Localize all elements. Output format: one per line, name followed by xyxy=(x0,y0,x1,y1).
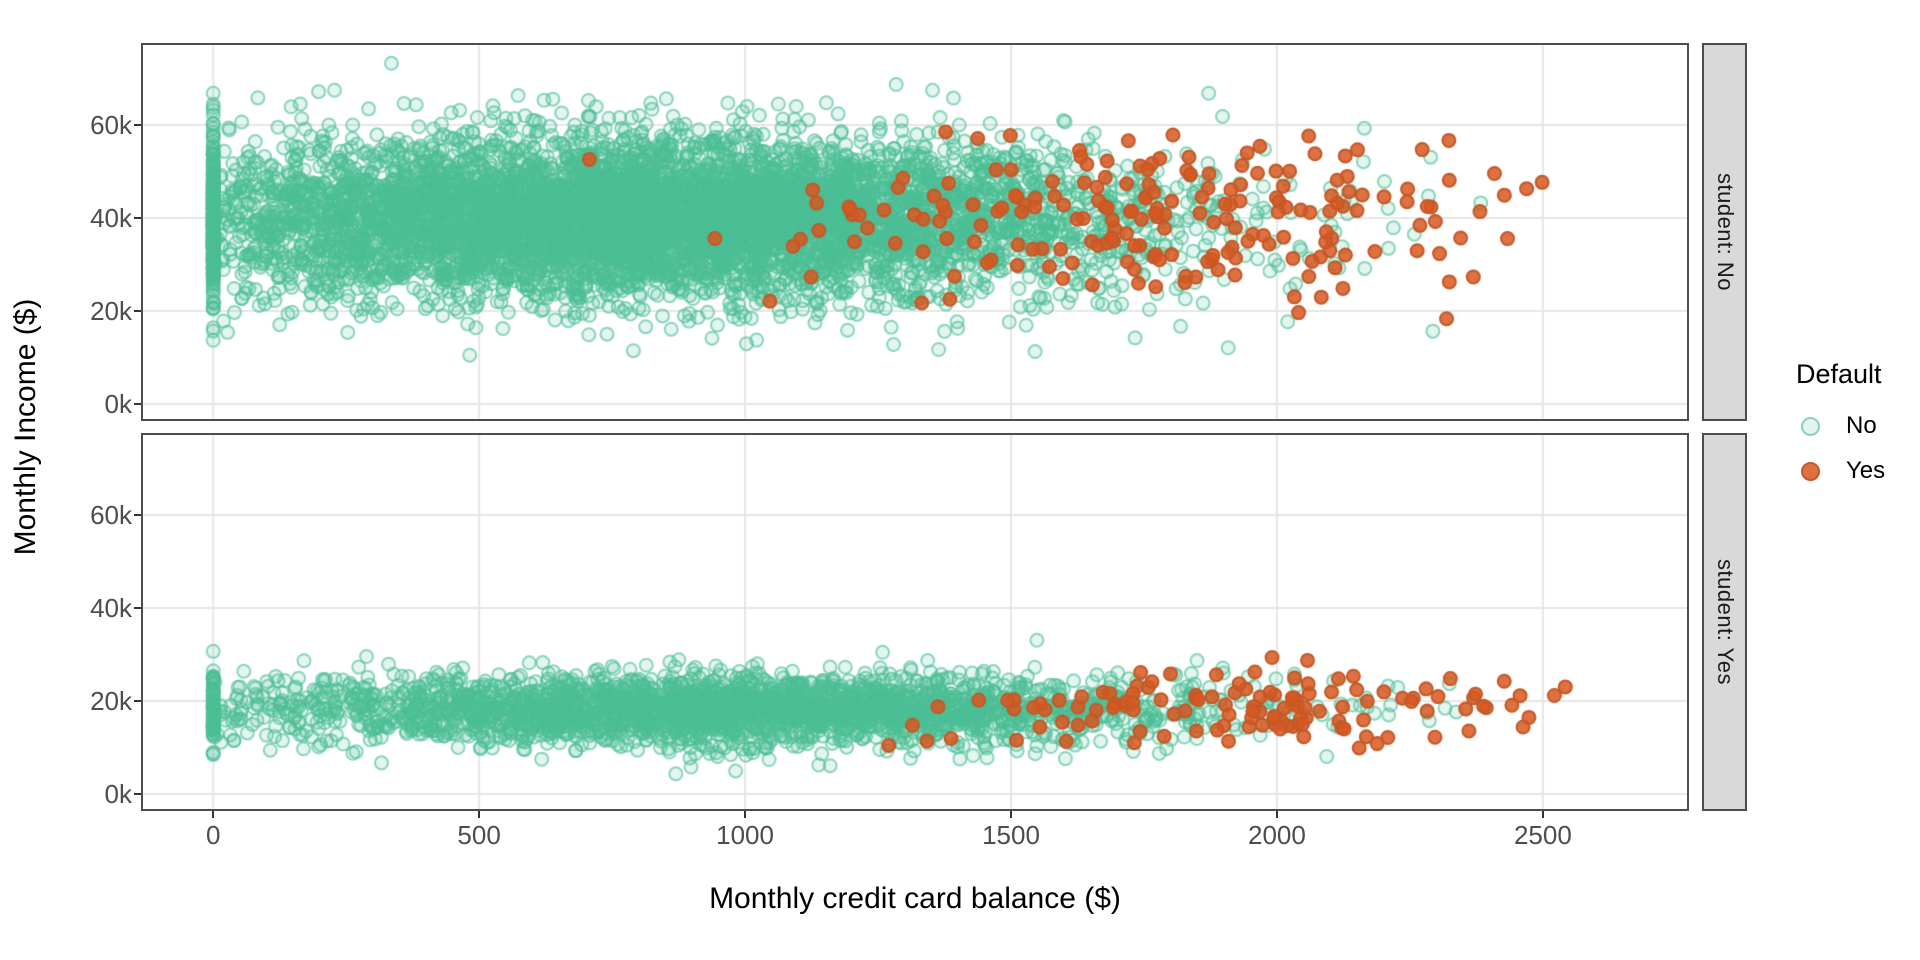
legend-item-no: No xyxy=(1796,411,1877,441)
facet-strip-student-no: student: No xyxy=(1702,43,1747,421)
x-tick-mark xyxy=(1275,811,1278,818)
y-tick-mark xyxy=(134,793,141,796)
x-tick-mark xyxy=(1010,811,1012,818)
x-axis-title: Monthly credit card balance ($) xyxy=(709,882,1121,915)
legend-title: Default xyxy=(1796,359,1882,389)
x-tick-mark xyxy=(478,811,481,818)
legend-item-label: No xyxy=(1846,412,1877,439)
y-tick-mark xyxy=(134,514,141,516)
y-axis-tick-labels: 0k 20k 40k 60k 0k 20k 40k 60k xyxy=(0,0,140,960)
x-tick-mark xyxy=(212,811,215,818)
y-tick-label: 40k xyxy=(90,203,132,234)
x-tick-label: 1500 xyxy=(982,820,1040,850)
y-tick-label: 0k xyxy=(104,779,132,810)
y-tick-label: 60k xyxy=(90,110,132,140)
x-axis-tick-labels: 0 500 1000 1500 2000 2500 xyxy=(0,820,1920,860)
panel-student-yes xyxy=(141,433,1689,811)
legend-key-circle-yes xyxy=(1801,461,1820,481)
y-tick-label: 20k xyxy=(90,686,132,717)
y-tick-mark xyxy=(134,700,141,703)
y-tick-mark xyxy=(134,217,141,220)
y-tick-label: 60k xyxy=(90,500,132,530)
facet-strip-label: student: Yes xyxy=(1712,559,1738,685)
y-tick-label: 20k xyxy=(90,296,132,327)
y-tick-mark xyxy=(134,607,141,610)
facet-strip-label: student: No xyxy=(1712,172,1738,292)
panel-canvas-student-yes xyxy=(143,435,1687,809)
panel-student-no xyxy=(141,43,1689,421)
facet-strip-student-yes: student: Yes xyxy=(1702,433,1747,811)
x-tick-mark xyxy=(744,811,747,818)
x-tick-mark xyxy=(1541,811,1544,818)
x-tick-label: 2500 xyxy=(1513,820,1572,850)
x-tick-label: 0 xyxy=(205,820,221,850)
y-tick-label: 0k xyxy=(104,389,132,420)
x-tick-label: 1000 xyxy=(716,820,774,850)
legend: Default No Yes xyxy=(1796,355,1920,505)
legend-item-yes: Yes xyxy=(1796,456,1885,486)
y-tick-mark xyxy=(134,310,141,313)
legend-item-label: Yes xyxy=(1846,457,1886,484)
y-tick-mark xyxy=(134,124,141,126)
x-tick-label: 500 xyxy=(457,820,501,850)
y-tick-mark xyxy=(134,403,141,406)
panel-canvas-student-no xyxy=(143,45,1687,419)
y-tick-label: 40k xyxy=(90,593,132,624)
legend-key-circle-no xyxy=(1801,416,1820,436)
x-tick-label: 2000 xyxy=(1248,820,1306,850)
